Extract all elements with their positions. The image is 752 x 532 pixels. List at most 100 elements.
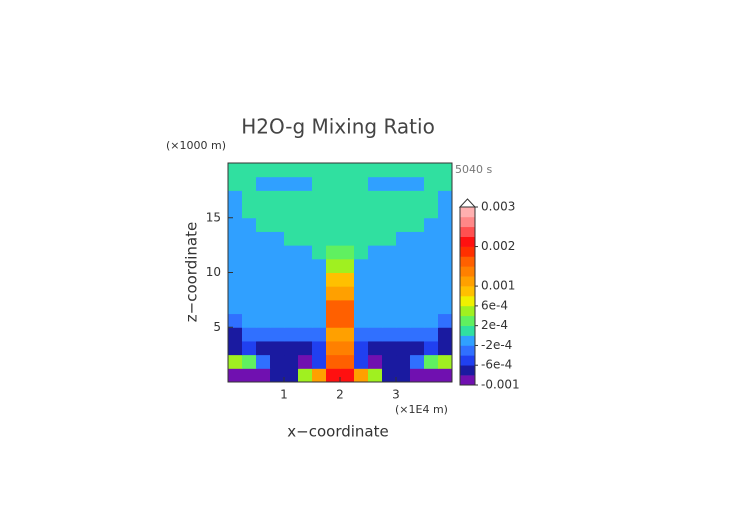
field-cell [270,190,285,205]
field-cell [256,272,271,287]
field-cell [298,217,313,232]
x-tick-label: 1 [280,388,288,402]
field-cell [382,327,397,342]
field-cell [326,190,341,205]
field-cell [312,190,327,205]
field-cell [396,272,411,287]
field-cell [312,327,327,342]
field-cell [298,231,313,246]
field-cell [284,272,299,287]
field-cell [270,286,285,301]
colorbar-tick-label: -0.001 [481,378,520,392]
field-cell [326,354,341,369]
field-cell [270,231,285,246]
field-cell [256,286,271,301]
colorbar-band [460,276,475,287]
field-cell [424,313,439,328]
field-cell [354,368,369,383]
field-cell [396,286,411,301]
field-cell [284,176,299,191]
field-cell [312,163,327,178]
field-cell [396,231,411,246]
field-cell [438,340,453,356]
field-cell [354,354,369,369]
field-cell [424,299,439,315]
colorbar-band [460,355,475,366]
field-cell [256,231,271,246]
field-cell [284,354,299,369]
field-cell [298,258,313,273]
field-cell [228,190,243,205]
field-cell [438,231,453,246]
field-cell [424,231,439,246]
colorbar-band [460,315,475,326]
field-cell [396,327,411,342]
field-cell [312,258,327,273]
field-cell [368,272,383,287]
colorbar-tick-label: 6e-4 [481,298,508,312]
field-cell [326,204,341,219]
field-cell [396,163,411,178]
colorbar-band [460,335,475,346]
field-cell [340,299,355,315]
field-cell [270,245,285,260]
chart-title: H2O-g Mixing Ratio [241,115,435,139]
field-cell [424,190,439,205]
colorbar-tick-label: 0.002 [481,239,515,253]
field-cell [410,272,425,287]
field-cell [256,313,271,328]
field-cell [438,286,453,301]
field-cell [298,286,313,301]
field-cell [368,231,383,246]
field-cell [326,299,341,315]
field-cell [438,272,453,287]
field-cell [228,217,243,232]
field-cell [270,272,285,287]
field-cell [396,368,411,383]
colorbar-band [460,256,475,267]
y-unit: (×1000 m) [166,139,226,152]
field-cell [256,340,271,356]
field-cell [284,299,299,315]
field-cell [410,354,425,369]
field-cell [242,204,257,219]
field-cell [256,176,271,191]
colorbar-tick-label: -6e-4 [481,358,512,372]
colorbar-tick-label: 0.001 [481,279,515,293]
field-cell [326,176,341,191]
field-cell [256,368,271,383]
field-cell [382,190,397,205]
field-cell [424,286,439,301]
field-cell [326,313,341,328]
field-cell [410,286,425,301]
field-cell [438,245,453,260]
field-cell [326,163,341,178]
colorbar-extend [458,198,477,208]
field-cell [382,217,397,232]
field-cell [396,245,411,260]
x-tick-label: 3 [392,388,400,402]
field-cell [396,217,411,232]
colorbar-band [460,207,475,218]
field-cell [284,163,299,178]
field-cell [256,245,271,260]
field-cell [312,286,327,301]
field-cell [242,368,257,383]
field-cell [242,272,257,287]
field-cell [382,245,397,260]
field-cell [396,313,411,328]
field-cell [354,245,369,260]
contour-field [228,163,453,383]
field-cell [438,299,453,315]
colorbar-band [460,216,475,228]
field-cell [438,354,453,369]
field-cell [410,245,425,260]
colorbar-band [460,266,475,277]
field-cell [368,327,383,342]
field-cell [354,286,369,301]
colorbar-band [460,375,475,386]
field-cell [368,313,383,328]
field-cell [410,299,425,315]
field-cell [354,272,369,287]
colorbar-band [460,345,475,356]
